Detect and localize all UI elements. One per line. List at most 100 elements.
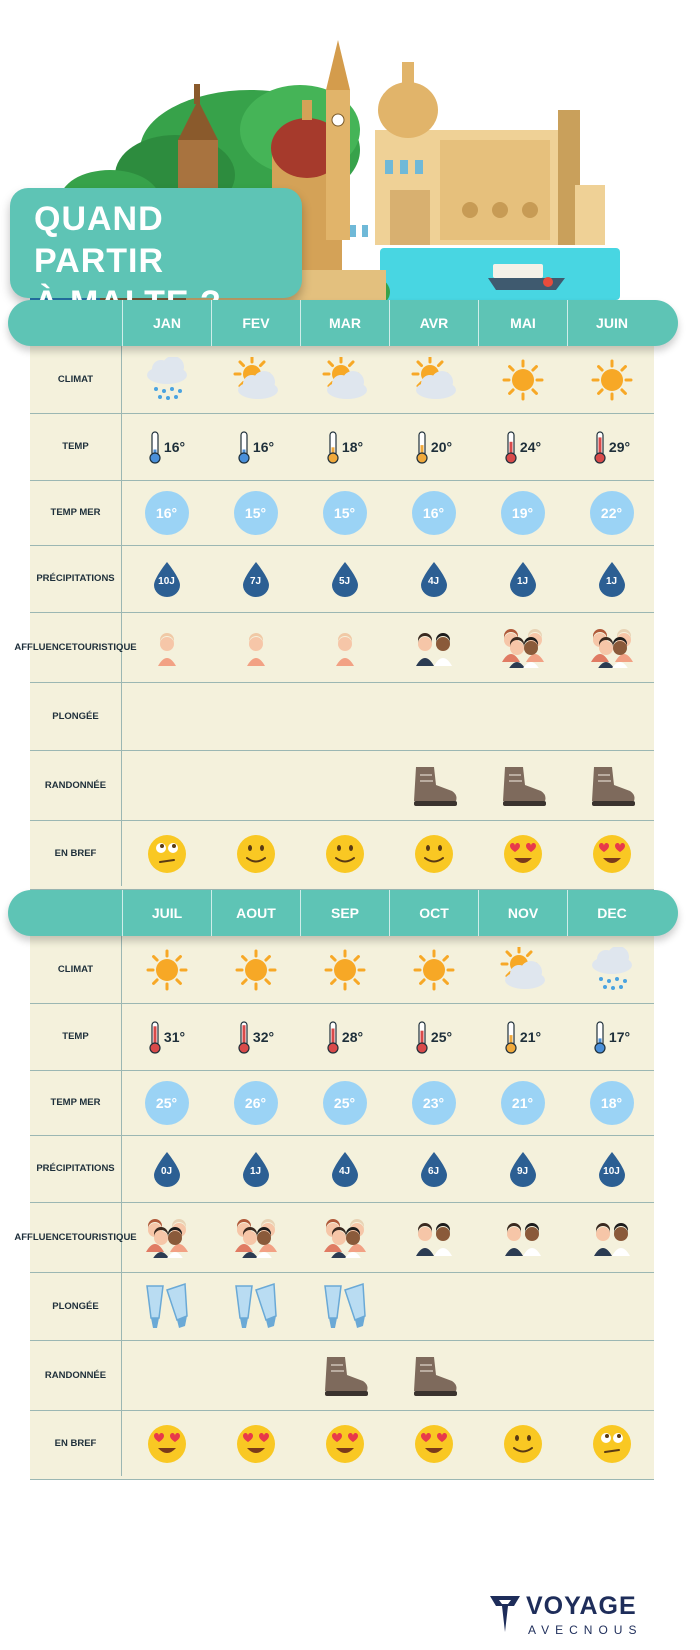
cell-nov [478, 1411, 567, 1476]
thinking-face-icon [147, 834, 186, 873]
sea-temperature-value: 21° [511, 1095, 534, 1111]
month-jan: JAN [122, 300, 211, 346]
air-temperature-value: 18° [341, 439, 364, 455]
cell-juil [122, 936, 211, 1003]
cell-juin [567, 613, 656, 682]
cell-dec [567, 1273, 656, 1340]
cell-nov: 9J [478, 1136, 567, 1202]
cell-dec [567, 1341, 656, 1410]
row-precip: PRÉCIPITATIONS 10J 7J 5J 4J 1J 1J [30, 546, 654, 613]
cell-juil [122, 1411, 211, 1476]
air-temperature-value: 16° [252, 439, 275, 455]
cell-mai [478, 346, 567, 413]
month-aout: AOUT [211, 890, 300, 936]
row-affluence: AFFLUENCE TOURISTIQUE [14, 613, 656, 683]
diving-fins-icon [234, 1282, 277, 1328]
sea-temperature-value: 23° [422, 1095, 445, 1111]
sea-temperature-badge: 18° [589, 1081, 634, 1125]
sea-temperature-value: 25° [333, 1095, 356, 1111]
cell-avr [389, 346, 478, 413]
title-line-1: QUAND PARTIR [34, 200, 165, 280]
rain-days-value: 9J [516, 1166, 529, 1177]
row-label-climat: CLIMAT [30, 936, 122, 1003]
sea-temperature-value: 16° [155, 505, 178, 521]
sea-temperature-value: 15° [244, 505, 267, 521]
rain-days-badge: 1J [597, 561, 627, 597]
hiking-boot-icon [413, 766, 457, 806]
cell-juin [567, 751, 656, 820]
air-temperature-value: 24° [519, 439, 542, 455]
cell-sep: 4J [300, 1136, 389, 1202]
month-avr: AVR [389, 300, 478, 346]
row-temp: TEMP 16° 16° 18° 20° 24° 29° [30, 414, 654, 481]
thermometer-icon [327, 431, 339, 464]
row-label-affluence: AFFLUENCE TOURISTIQUE [14, 1203, 137, 1272]
rain-days-value: 4J [427, 576, 440, 587]
cell-juin: 29° [567, 414, 656, 480]
air-temperature-value: 31° [163, 1029, 186, 1045]
cell-sep [300, 936, 389, 1003]
sea-temperature-badge: 25° [144, 1081, 189, 1125]
cell-avr: 16° [389, 481, 478, 545]
row-bref: EN BREF [30, 821, 654, 886]
cell-juil: 0J [122, 1136, 211, 1202]
row-label-line-2: TOURISTIQUE [71, 641, 137, 653]
air-temperature-value: 16° [163, 439, 186, 455]
smiley-face-icon [325, 834, 364, 873]
sea-temperature-value: 22° [600, 505, 623, 521]
cell-avr: 4J [389, 546, 478, 612]
month-mai: MAI [478, 300, 567, 346]
month-header-bar: JUIL AOUT SEP OCT NOV DEC [8, 890, 678, 936]
logo-word: VOYAGE [526, 1592, 637, 1620]
tourist-pair-icon [415, 1222, 452, 1256]
sun-icon [324, 949, 365, 990]
cell-mar: 5J [300, 546, 389, 612]
thermometer-icon [594, 1021, 606, 1054]
sun-icon [502, 359, 543, 400]
cell-nov [478, 1341, 567, 1410]
cell-juil [122, 1341, 211, 1410]
rain-drop-icon [509, 562, 536, 597]
cell-aout [211, 1273, 300, 1340]
cell-avr [389, 821, 478, 886]
row-label-rando: RANDONNÉE [30, 751, 122, 820]
rain-days-badge: 10J [597, 1151, 627, 1187]
single-tourist-icon [246, 632, 265, 666]
voyage-avecnous-logo: VOYAGE AVECNOUS [488, 1590, 668, 1640]
rain-days-value: 7J [249, 576, 262, 587]
sun-cloud-icon [500, 946, 545, 989]
rain-drop-icon [598, 562, 625, 597]
month-mar: MAR [300, 300, 389, 346]
sea-temperature-value: 26° [244, 1095, 267, 1111]
cell-sep [300, 1273, 389, 1340]
row-label-precip: PRÉCIPITATIONS [30, 546, 122, 612]
rain-drop-icon [242, 1152, 269, 1187]
tourist-group-icon [501, 628, 544, 668]
tourist-group-icon [234, 1218, 277, 1258]
rain-drop-icon [331, 562, 358, 597]
cell-aout [211, 936, 300, 1003]
sea-temperature-badge: 19° [500, 491, 545, 535]
air-temperature-value: 29° [608, 439, 631, 455]
rain-days-badge: 1J [508, 561, 538, 597]
rain-days-value: 1J [516, 576, 529, 587]
thermometer-icon [416, 431, 428, 464]
cell-avr [389, 683, 478, 750]
cell-aout: 1J [211, 1136, 300, 1202]
cell-mar [300, 683, 389, 750]
sun-icon [146, 949, 187, 990]
cell-oct [389, 1341, 478, 1410]
cell-sep [300, 1203, 389, 1272]
heart-eyes-face-icon [147, 1424, 186, 1463]
cell-mar [300, 346, 389, 413]
row-temp-mer: TEMP MER 16° 15° 15° 16° 19° 22° [30, 481, 654, 546]
cell-mar: 18° [300, 414, 389, 480]
hiking-boot-icon [591, 766, 635, 806]
cell-fev [211, 346, 300, 413]
month-table-jul-dec: CLIMAT TEMP 31° 32° 28° 25° 21° 17° TEMP MER 25° 2… [0, 890, 700, 1480]
air-temperature-value: 21° [519, 1029, 542, 1045]
cell-mai [478, 613, 567, 682]
air-temperature-value: 25° [430, 1029, 453, 1045]
cell-dec [567, 1411, 656, 1476]
cell-juin [567, 683, 656, 750]
